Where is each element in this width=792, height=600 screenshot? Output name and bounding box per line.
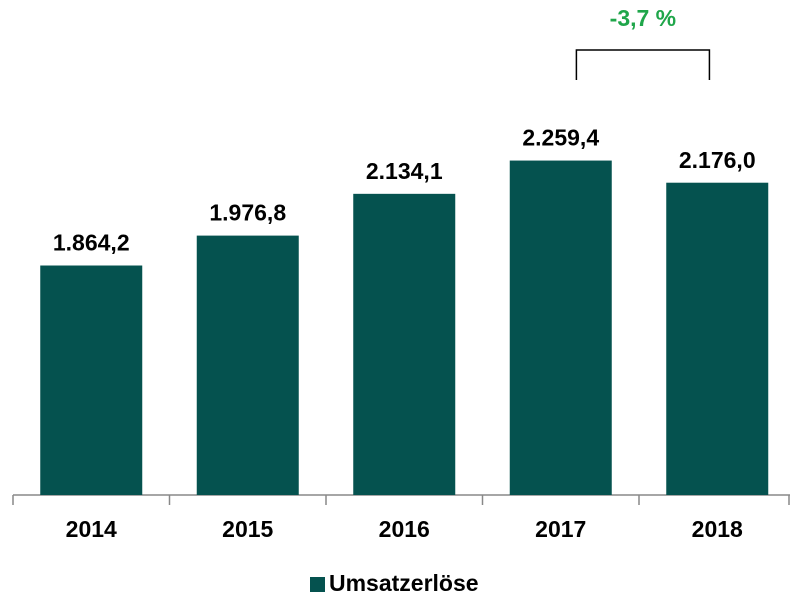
value-label: 1.864,2 [53,230,130,256]
bar [353,193,456,496]
x-tick-label: 2016 [379,516,430,542]
bracket [575,49,711,80]
legend-swatch [310,577,325,592]
value-label: 2.259,4 [522,125,599,151]
value-label: 2.134,1 [366,158,443,184]
x-tick-label: 2017 [535,516,586,542]
value-label: 1.976,8 [209,200,286,226]
bar [196,235,299,495]
x-tick-label: 2018 [692,516,743,542]
bar [40,265,143,495]
value-label: 2.176,0 [679,147,756,173]
bar [666,182,769,495]
bar [509,160,612,495]
x-tick-label: 2014 [66,516,117,542]
annotation: -3,7 % [610,5,676,31]
legend-label: Umsatzerlöse [329,570,479,596]
x-tick-label: 2015 [222,516,273,542]
